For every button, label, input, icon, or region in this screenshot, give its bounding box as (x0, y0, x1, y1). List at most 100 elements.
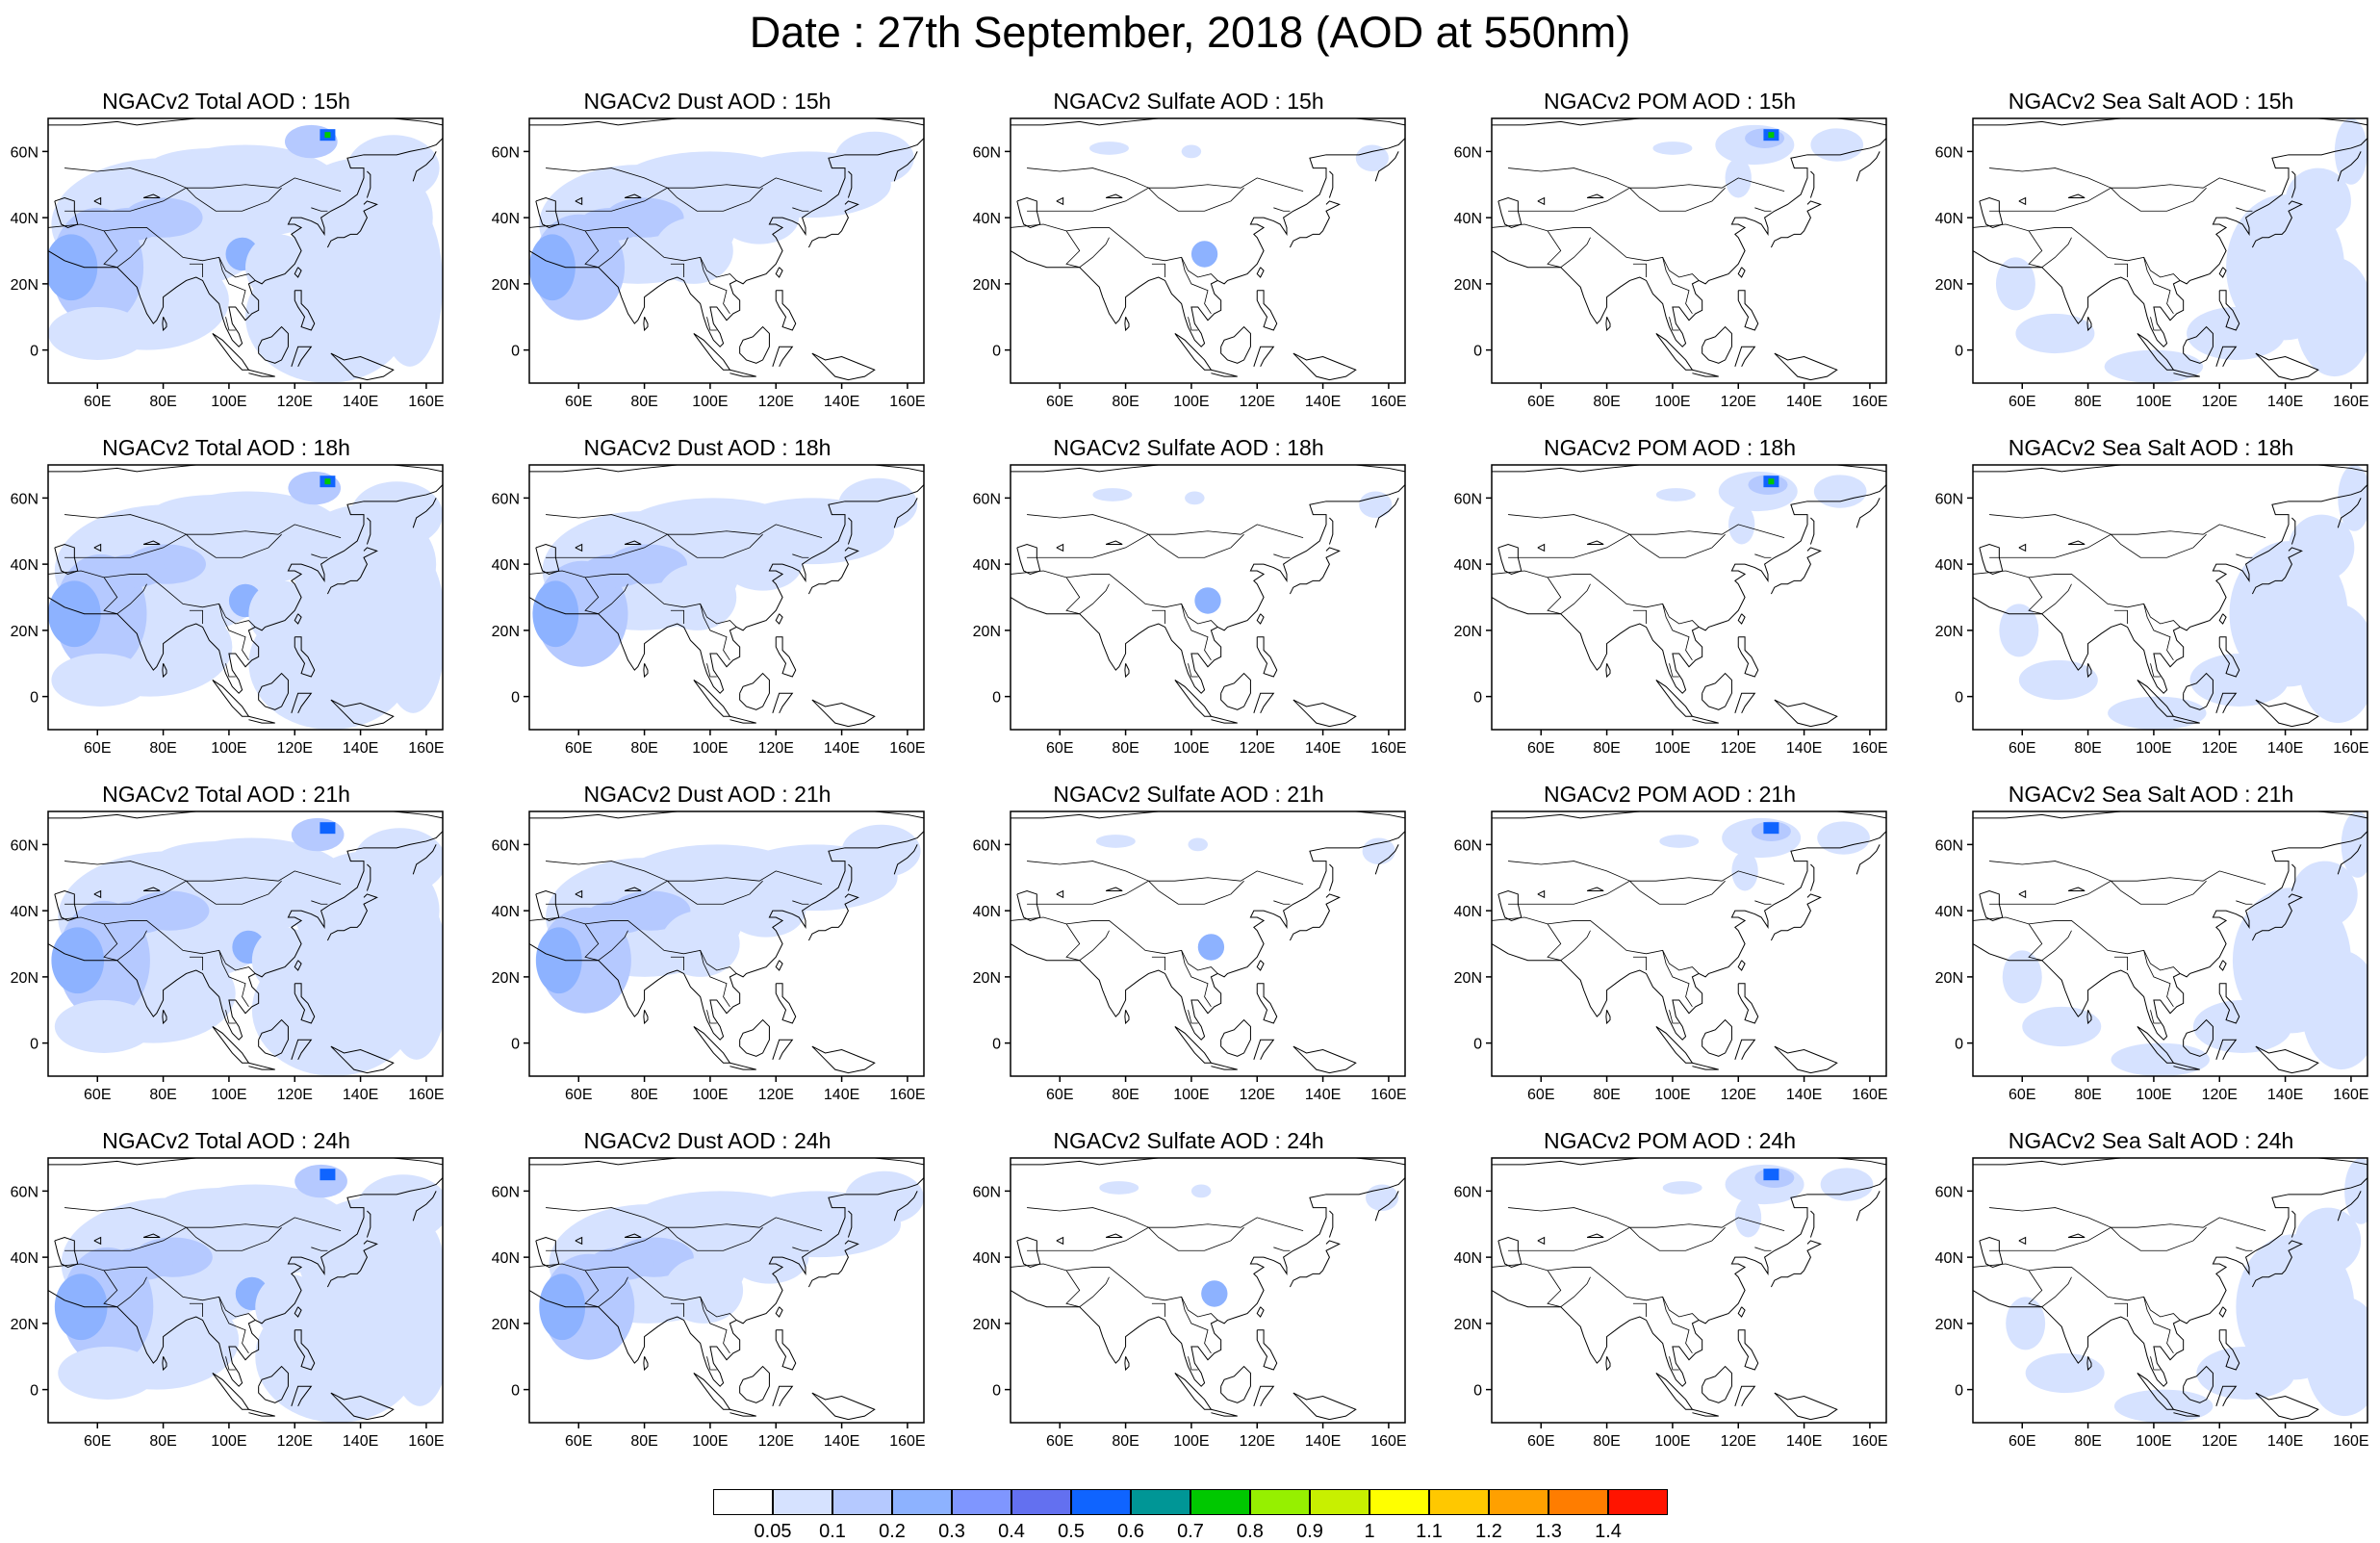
aod-region (1362, 837, 1395, 864)
coastline (772, 1039, 794, 1061)
lon-tick-label: 80E (149, 1087, 176, 1103)
aod-region (353, 828, 443, 894)
colorbar-swatch (1608, 1489, 1668, 1515)
map-frame (1972, 810, 2368, 1077)
country-border (2113, 609, 2128, 624)
lon-tick-label: 60E (84, 1087, 111, 1103)
country-border (1181, 604, 1212, 661)
lon-tick-label: 80E (149, 394, 176, 410)
panel-title: NGACv2 POM AOD : 15h (1543, 89, 1797, 114)
lat-tick-label: 20N (492, 1317, 520, 1333)
lat-tick-label: 60N (492, 491, 520, 507)
country-border (64, 870, 342, 905)
map-panel-ngacv2-sulfate-aod-18h: NGACv2 Sulfate AOD : 18h 60N 40N 20N 0 60E 80E… (962, 433, 1415, 765)
country-border (1181, 1297, 1212, 1354)
country-border (189, 1302, 203, 1317)
coastline (1770, 893, 1822, 941)
lat-tick-label: 0 (511, 690, 520, 707)
lat-tick-label: 0 (1955, 344, 1963, 360)
coastline (162, 1356, 167, 1372)
coastline (93, 889, 102, 899)
aod-region (2305, 1297, 2367, 1417)
lon-tick-label: 60E (2009, 740, 2035, 757)
coastline (412, 151, 437, 182)
country-border (1027, 870, 1304, 905)
coastline (1256, 267, 1265, 278)
lat-tick-label: 40N (1454, 211, 1482, 227)
coastline (2255, 1392, 2319, 1421)
aod-region (532, 580, 579, 648)
coastline (1537, 543, 1546, 553)
coastline (2219, 118, 2367, 126)
coastline (142, 540, 161, 545)
coastline (1973, 138, 2367, 347)
aod-map: 60N 40N 20N 0 60E 80E 100E 120E 140E 160E (1935, 810, 2369, 1103)
country-border (2143, 604, 2174, 661)
country-border (1151, 609, 1165, 624)
aod-region (1089, 141, 1129, 155)
lat-tick-label: 20N (973, 624, 1001, 640)
aod-region (578, 207, 645, 242)
aod-region (2189, 653, 2289, 707)
aod-region (1095, 835, 1136, 848)
country-border (1973, 223, 2181, 281)
coastline (2219, 1158, 2367, 1166)
lon-tick-label: 120E (1240, 740, 1275, 757)
coastline (93, 543, 102, 553)
map-frame (1491, 117, 1887, 384)
aod-region (149, 494, 282, 535)
aod-hotspot-core (1768, 132, 1775, 139)
lon-tick-label: 60E (2009, 394, 2035, 410)
country-border (1027, 524, 1304, 558)
country-border (546, 861, 668, 882)
country-border (667, 880, 763, 905)
panel-title: NGACv2 Total AOD : 21h (102, 782, 350, 807)
aod-map: 60N 40N 20N 0 60E 80E 100E 120E 140E 160E (1935, 1157, 2369, 1450)
panel-title: NGACv2 Total AOD : 18h (102, 435, 350, 460)
aod-region (1197, 934, 1225, 961)
lon-tick-label: 100E (1173, 740, 1209, 757)
country-border (1669, 1356, 1679, 1371)
country-border (2111, 533, 2207, 558)
aod-region (2015, 313, 2095, 354)
aod-region (248, 580, 315, 648)
coastline (1734, 1385, 1756, 1407)
coastline (2018, 1236, 2027, 1246)
lon-tick-label: 100E (211, 740, 246, 757)
coastline (326, 1240, 378, 1288)
colorbar-swatch (1548, 1489, 1608, 1515)
country-border (1148, 533, 1244, 558)
country-border (1547, 923, 1591, 962)
coastline (294, 1306, 302, 1318)
map-panel-ngacv2-dust-aod-18h: NGACv2 Dust AOD : 18h 60N 40N 20N 0 60E 80E 100… (481, 433, 934, 765)
country-border (1989, 1207, 2111, 1228)
country-border (546, 167, 668, 189)
aod-region (2334, 118, 2367, 185)
colorbar-swatch (832, 1489, 892, 1515)
aod-hotspot-core (1768, 478, 1775, 485)
colorbar-swatch (713, 1489, 773, 1515)
aod-region (2006, 1297, 2046, 1350)
country-border (1973, 1263, 2181, 1321)
coastline (1855, 1191, 1881, 1222)
country-border (1973, 916, 2181, 974)
coastline (1253, 346, 1275, 368)
coastline (1011, 1177, 1405, 1387)
colorbar-label: 0.8 (1237, 1521, 1264, 1542)
coastline (1537, 1236, 1546, 1246)
lon-tick-label: 60E (1046, 740, 1073, 757)
lat-tick-label: 60N (11, 837, 38, 854)
aod-region (2294, 1207, 2362, 1274)
lat-tick-label: 0 (511, 1037, 520, 1053)
lon-tick-label: 160E (1370, 394, 1406, 410)
coastline (1292, 699, 1357, 728)
lon-tick-label: 140E (1305, 394, 1341, 410)
country-border (792, 207, 809, 212)
aod-region (1659, 835, 1700, 848)
aod-map: 60N 40N 20N 0 60E 80E 100E 120E 140E 160E (1454, 464, 1888, 757)
country-border (1508, 514, 1630, 535)
coastline (1692, 1062, 1719, 1070)
country-border (546, 514, 668, 535)
map-frame (1972, 1157, 2368, 1424)
country-border (2028, 577, 2072, 615)
